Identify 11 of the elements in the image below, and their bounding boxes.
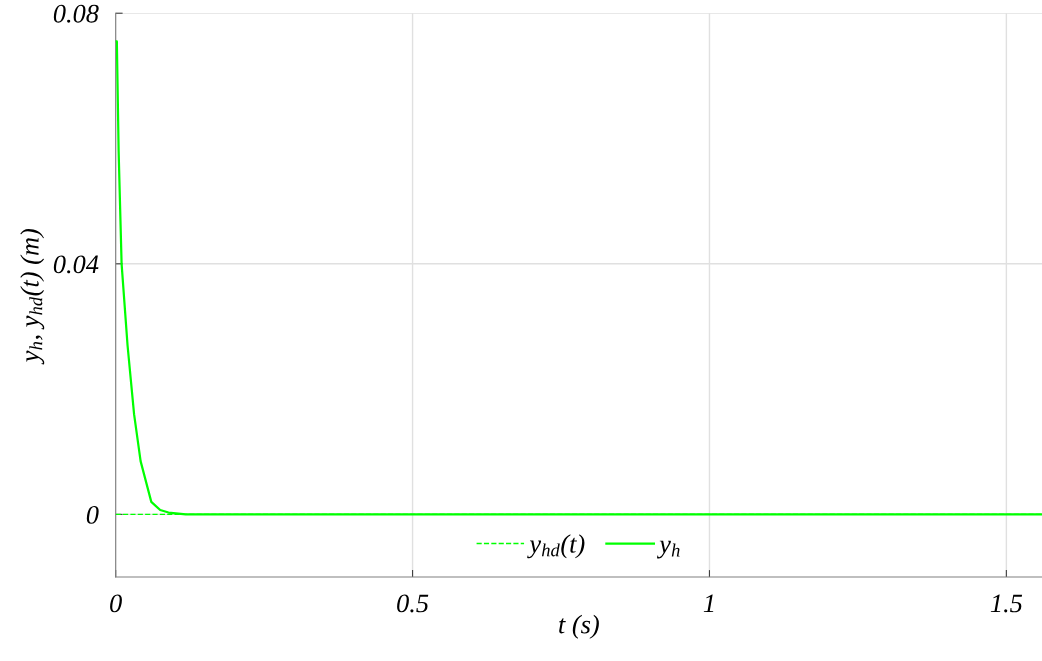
- y-tick-label: 0.08: [53, 4, 99, 23]
- x-tick-label: 0.5: [397, 594, 429, 613]
- y-tick-label: 0: [86, 506, 99, 524]
- legend-label: y$_{hd}$(t): [527, 534, 585, 559]
- x-tick-label: 0: [110, 594, 122, 613]
- x-axis-title: t (s): [559, 614, 599, 639]
- x-tick-label: 1.5: [990, 594, 1023, 613]
- y-tick-label: 0.04: [53, 255, 99, 274]
- legend-label: y$_{h}$: [656, 540, 680, 559]
- x-tick-label: 1: [703, 594, 714, 613]
- y-axis-title: y$_{h}$, y$_{hd}$(t) (m): [20, 229, 45, 365]
